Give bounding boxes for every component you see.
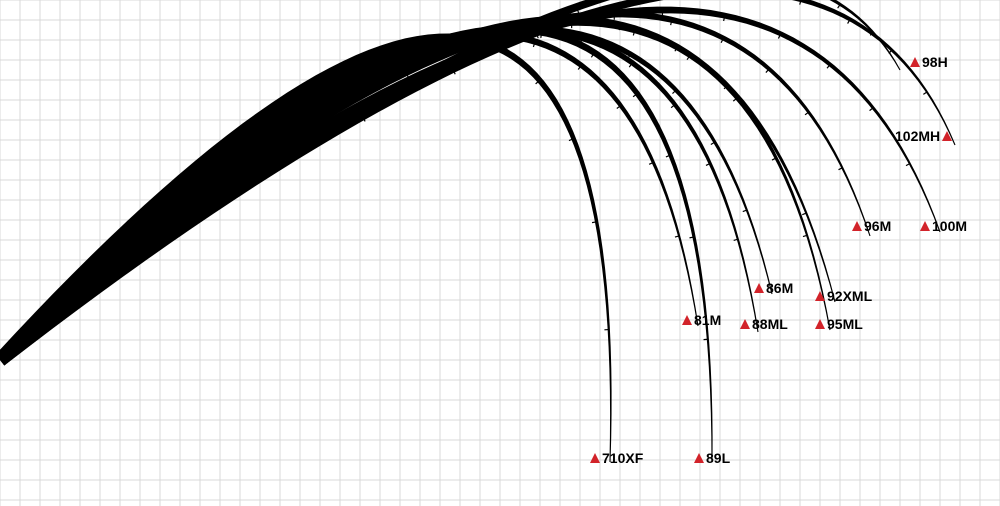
marker-triangle-icon [754,283,764,293]
rod-label-96M: 96M [852,218,891,234]
marker-triangle-icon [852,221,862,231]
marker-triangle-icon [942,131,952,141]
guide-tick [839,168,843,170]
rod-label-text: 100M [932,218,967,234]
rod-label-text: 86M [766,280,793,296]
chart-svg [0,0,1000,506]
marker-triangle-icon [590,453,600,463]
rod-label-text: 89L [706,450,730,466]
marker-triangle-icon [920,221,930,231]
marker-triangle-icon [694,453,704,463]
rod-label-text: 98H [922,54,948,70]
rod-label-95ML: 95ML [815,316,863,332]
rod-label-89L: 89L [694,450,730,466]
rod-label-text: 710XF [602,450,643,466]
rod-label-100M: 100M [920,218,967,234]
rod-label-102MH: 102MH [895,128,952,144]
guide-tick [592,222,597,223]
rod-label-text: 92XML [827,288,872,304]
rod-label-86M: 86M [754,280,793,296]
rod-label-710XF: 710XF [590,450,643,466]
rod-label-92XML: 92XML [815,288,872,304]
marker-triangle-icon [815,291,825,301]
guide-tick [923,92,927,94]
rod-label-88ML: 88ML [740,316,788,332]
rod-label-text: 88ML [752,316,788,332]
rod-label-text: 81M [694,312,721,328]
rods [0,0,956,462]
rod-bend-chart: 98H 102MH 100M 96M 92XML 95ML 86M 88ML 81M 89L 710… [0,0,1000,506]
rod-label-81M: 81M [682,312,721,328]
rod-label-text: 102MH [895,128,940,144]
rod-label-98H: 98H [910,54,948,70]
marker-triangle-icon [682,315,692,325]
rod-label-text: 95ML [827,316,863,332]
marker-triangle-icon [740,319,750,329]
marker-triangle-icon [815,319,825,329]
marker-triangle-icon [910,57,920,67]
rod-label-text: 96M [864,218,891,234]
